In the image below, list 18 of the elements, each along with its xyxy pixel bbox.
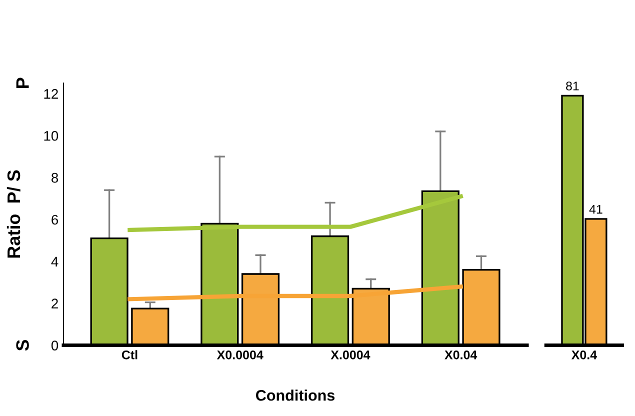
data-label: 81 xyxy=(566,82,579,90)
y-tick-label: 2 xyxy=(52,298,58,308)
y-tick-label: 6 xyxy=(52,214,58,225)
text: S xyxy=(16,340,29,351)
y-tick-label: 0 xyxy=(51,340,58,350)
x-tick-label: X0.0004 xyxy=(216,350,264,360)
data-label: 41 xyxy=(589,204,602,214)
x-tick-label: X0.04 xyxy=(444,350,478,360)
y-tick-label: 12 xyxy=(44,89,58,99)
x-tick-label: X0.4 xyxy=(571,350,597,360)
x-axis-title: Conditions xyxy=(256,390,335,401)
y-tick-label: 4 xyxy=(51,256,58,266)
y-axis-title: Ratio P/ S xyxy=(6,170,20,258)
x-tick-label: Ctl xyxy=(122,350,138,360)
text: P xyxy=(16,78,29,88)
y-tick-label: 10 xyxy=(44,130,58,141)
y-tick-label: 8 xyxy=(52,172,58,183)
x-tick-label: X.0004 xyxy=(330,350,370,360)
